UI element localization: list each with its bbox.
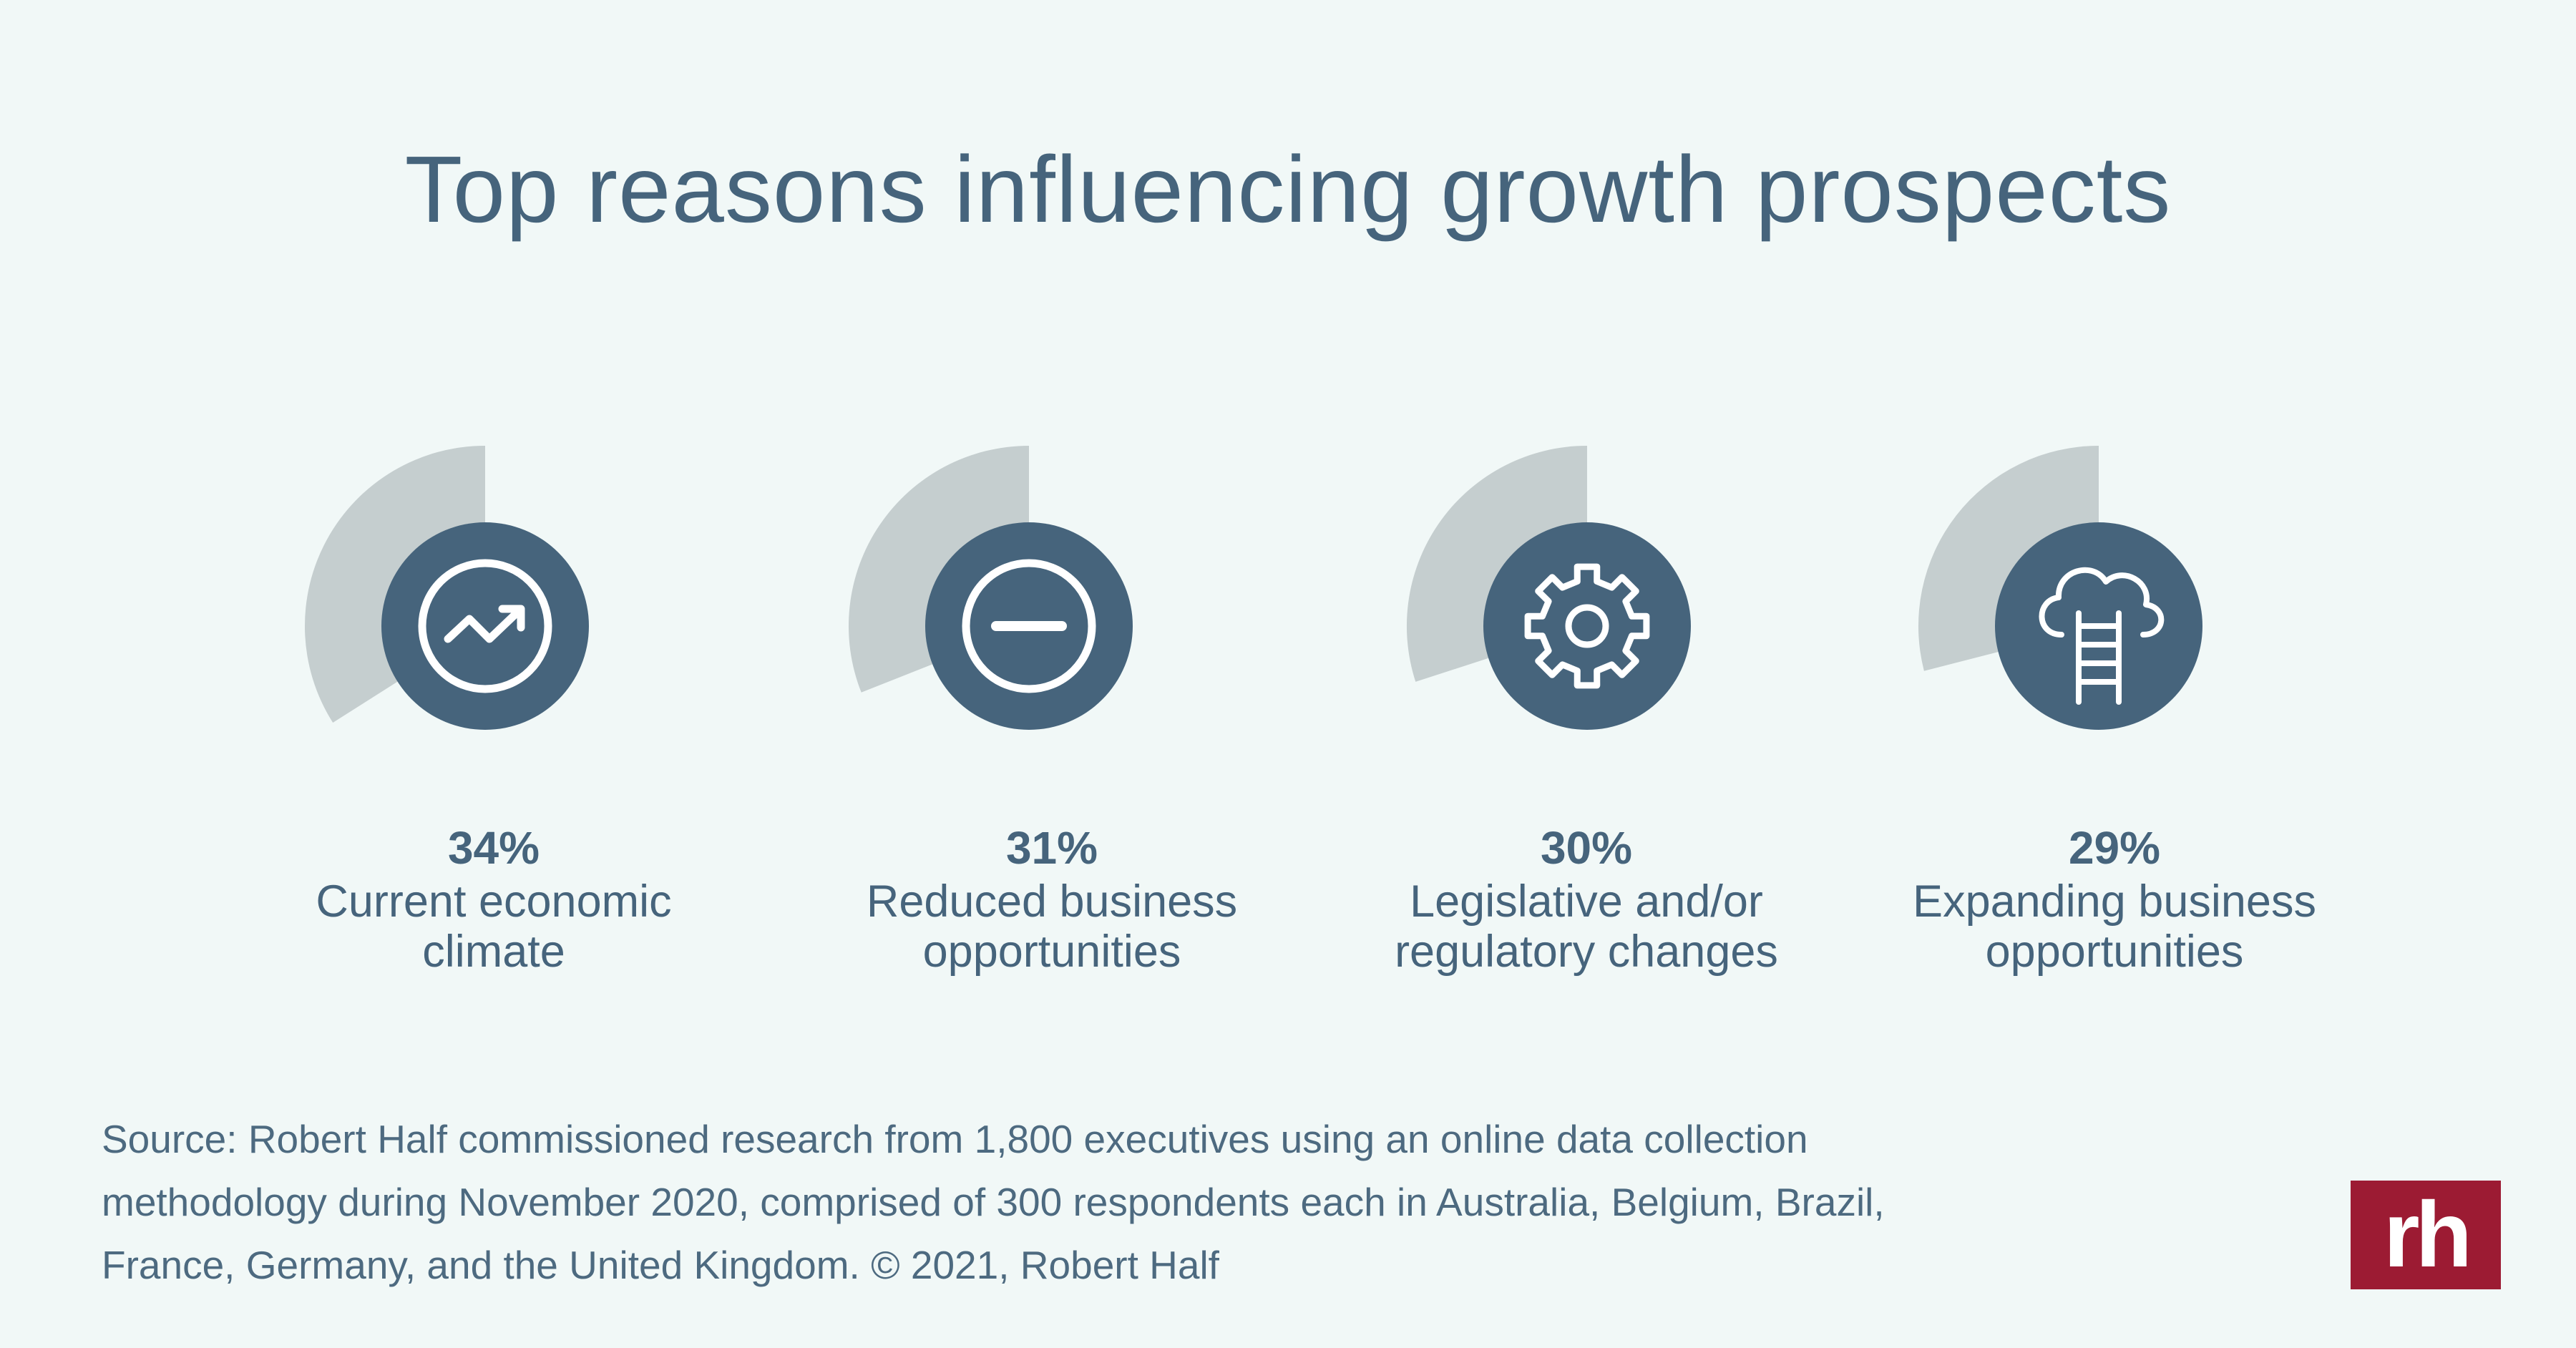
stat-category-line: Reduced business — [866, 876, 1238, 927]
stat-value: 29% — [2068, 822, 2161, 874]
source-line: methodology during November 2020, compri… — [102, 1180, 1885, 1224]
cloud-ladder-icon — [2039, 567, 2165, 705]
stat-label-4: 29% Expanding business opportunities — [1821, 819, 2408, 977]
gear-icon — [1524, 563, 1650, 689]
stat-category-line: Current economic — [316, 876, 672, 927]
robert-half-logo: rh — [2351, 1181, 2501, 1289]
source-line: France, Germany, and the United Kingdom.… — [102, 1243, 1219, 1287]
stat-category-line: opportunities — [922, 927, 1181, 977]
stat-category-line: regulatory changes — [1395, 927, 1778, 977]
source-line: Source: Robert Half commissioned researc… — [102, 1117, 1808, 1161]
stat-category-line: opportunities — [1985, 927, 2244, 977]
page-title: Top reasons influencing growth prospects — [404, 137, 2172, 242]
trend-up-icon — [418, 559, 552, 693]
stat-category-line: climate — [422, 927, 565, 977]
source-note: Source: Robert Half commissioned researc… — [102, 1108, 2177, 1296]
stat-value: 34% — [447, 822, 540, 874]
icon-circle — [381, 522, 589, 730]
minus-circle-icon — [962, 559, 1096, 693]
stat-label-1: 34% Current economic climate — [200, 819, 787, 977]
stat-category-line: Legislative and/or — [1410, 876, 1763, 927]
stat-label-2: 31% Reduced business opportunities — [758, 819, 1345, 977]
stat-value: 30% — [1540, 822, 1633, 874]
stat-label-3: 30% Legislative and/or regulatory change… — [1293, 819, 1880, 977]
stat-value: 31% — [1005, 822, 1098, 874]
stat-category-line: Expanding business — [1913, 876, 2316, 927]
icon-circle — [1483, 522, 1691, 730]
